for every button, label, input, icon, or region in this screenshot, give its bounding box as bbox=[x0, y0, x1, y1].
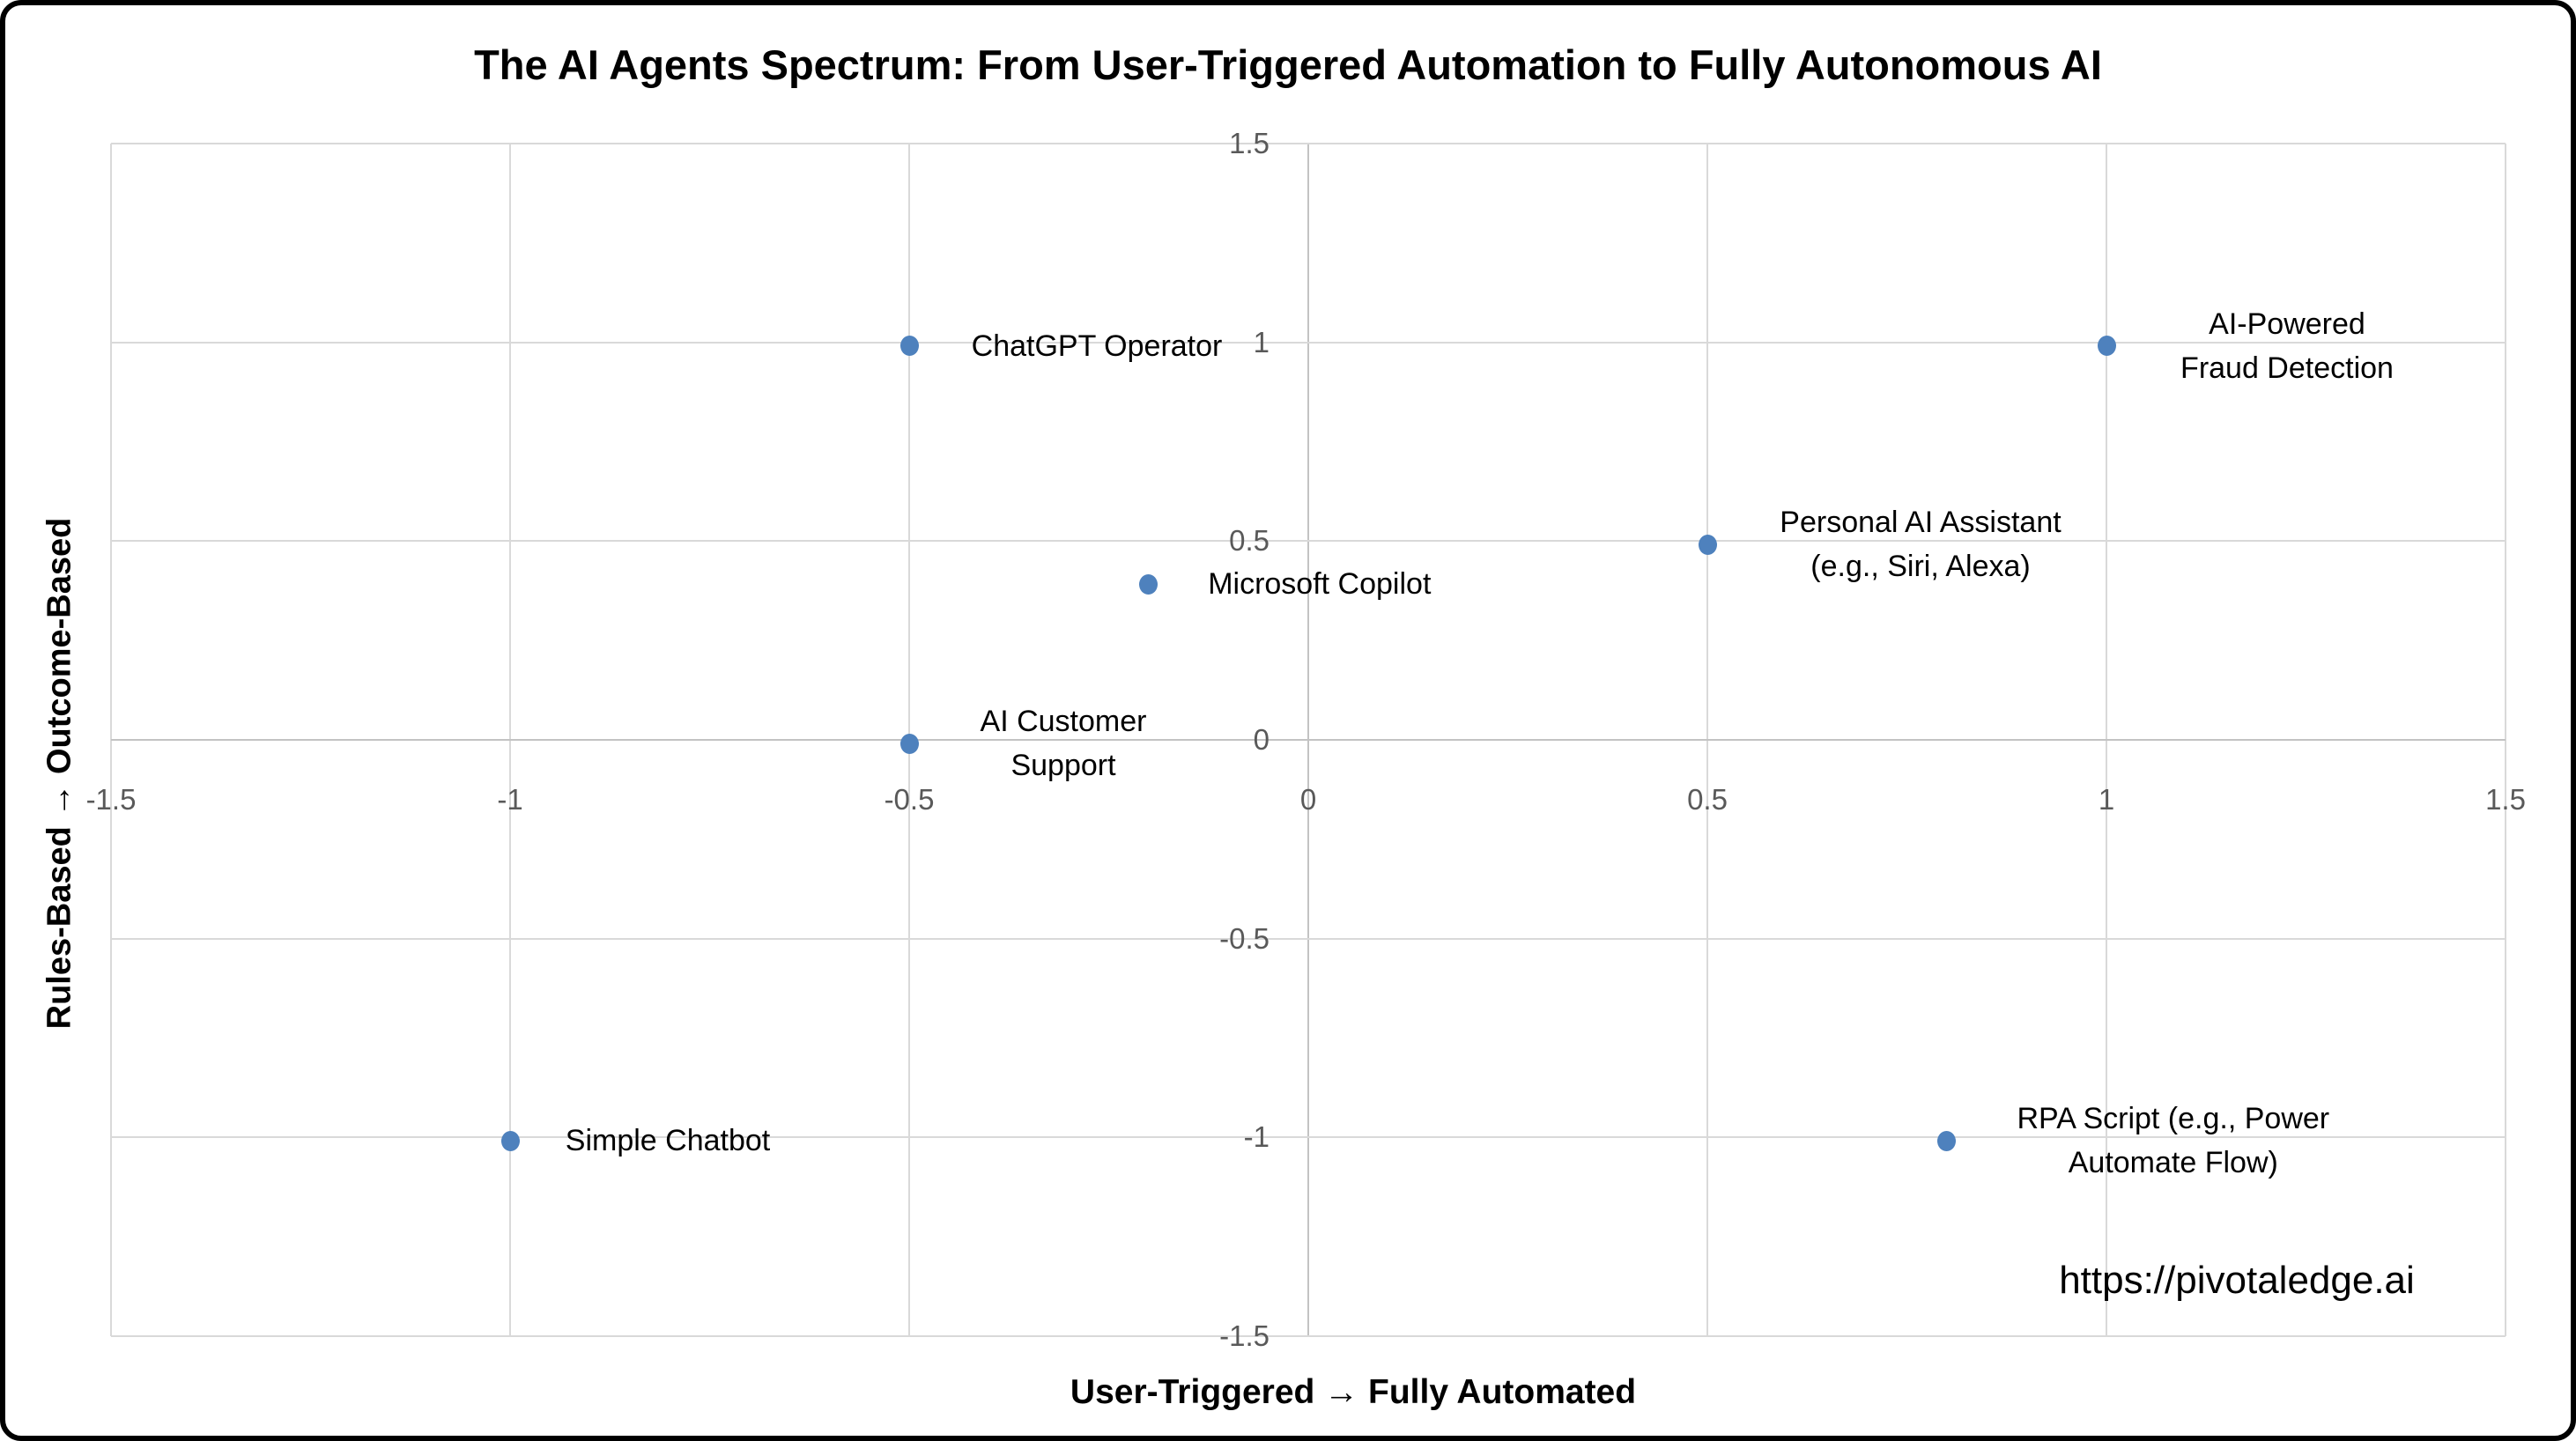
gridline-horizontal bbox=[111, 739, 2506, 741]
chart-title: The AI Agents Spectrum: From User-Trigge… bbox=[474, 41, 2102, 88]
data-point bbox=[2097, 336, 2116, 357]
x-tick-label: 1 bbox=[2098, 783, 2115, 816]
y-tick-label: -0.5 bbox=[1219, 921, 1269, 955]
y-tick-label: -1.5 bbox=[1219, 1319, 1269, 1352]
data-point bbox=[1698, 534, 1717, 555]
x-tick-label: 0.5 bbox=[1687, 783, 1728, 816]
data-point-label: Simple Chatbot bbox=[566, 1119, 770, 1163]
x-tick-label: -0.5 bbox=[884, 783, 935, 816]
data-point-label-line: Microsoft Copilot bbox=[1208, 567, 1432, 602]
data-point-label-line: AI Customer bbox=[980, 705, 1147, 738]
x-tick-label: 0 bbox=[1299, 783, 1317, 816]
watermark-url: https://pivotaledge.ai bbox=[2059, 1259, 2415, 1302]
y-tick-label: 0.5 bbox=[1229, 524, 1269, 558]
data-point-label-line: Support bbox=[1010, 749, 1116, 782]
gridline-horizontal bbox=[111, 341, 2506, 344]
y-tick-label: -1 bbox=[1243, 1120, 1269, 1154]
data-point-label: Personal AI Assistant (e.g., Siri, Alexa) bbox=[1780, 500, 2061, 588]
gridline-horizontal bbox=[111, 143, 2506, 144]
gridline-horizontal bbox=[111, 1136, 2506, 1139]
data-point-label: Microsoft Copilot bbox=[1208, 562, 1431, 606]
y-tick-label: 0 bbox=[1253, 723, 1269, 756]
x-axis-title: User-Triggered → Fully Automated bbox=[1070, 1373, 1637, 1411]
data-point-label-line: Fraud Detection bbox=[2180, 351, 2394, 385]
data-point bbox=[899, 336, 919, 357]
gridline-horizontal bbox=[111, 937, 2506, 940]
y-tick-label: 1.5 bbox=[1229, 127, 1269, 159]
data-point-label-line: Personal AI Assistant bbox=[1780, 506, 2062, 540]
data-point-label: RPA Script (e.g., Power Automate Flow) bbox=[2017, 1097, 2329, 1185]
data-point-label-line: Automate Flow) bbox=[2068, 1146, 2278, 1180]
data-point-label: ChatGPT Operator bbox=[972, 324, 1223, 368]
x-tick-label: -1.5 bbox=[85, 783, 137, 816]
data-point-label: AI-Powered Fraud Detection bbox=[2180, 302, 2394, 390]
data-point-label-line: (e.g., Siri, Alexa) bbox=[1810, 550, 2031, 584]
plot-area: -1.5 -1 -0.5 0 0.5 1 1.5 1.5 1 0.5 0 -0.5 -1 -1.5 Simp… bbox=[5, 5, 2571, 1436]
data-point bbox=[500, 1130, 520, 1151]
gridline-vertical bbox=[2505, 144, 2506, 1336]
data-point-label-line: AI-Powered bbox=[2209, 307, 2365, 341]
gridline-horizontal bbox=[111, 1335, 2506, 1337]
data-point bbox=[1139, 573, 1158, 595]
gridline-horizontal bbox=[111, 540, 2506, 543]
data-point-label-line: Simple Chatbot bbox=[565, 1124, 771, 1158]
data-point-label: AI Customer Support bbox=[981, 699, 1147, 787]
x-tick-label: -1 bbox=[497, 783, 523, 816]
x-tick-label: 1.5 bbox=[2485, 783, 2526, 816]
data-point bbox=[1937, 1130, 1957, 1151]
y-tick-label: 1 bbox=[1253, 325, 1269, 358]
data-point bbox=[899, 733, 919, 754]
data-point-label-line: ChatGPT Operator bbox=[971, 329, 1223, 363]
data-point-label-line: RPA Script (e.g., Power bbox=[2017, 1102, 2330, 1136]
y-axis-title: Rules-Based → Outcome-Based bbox=[41, 517, 78, 1030]
